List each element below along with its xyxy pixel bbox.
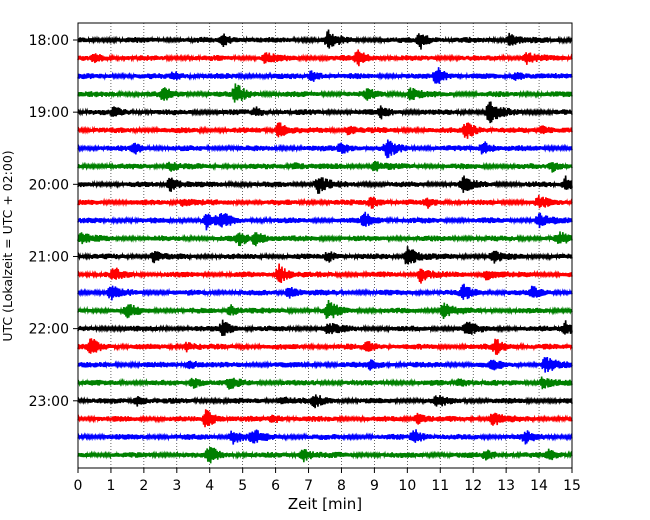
trace-20:00 [77,175,573,194]
x-tick-label-8: 8 [337,478,346,494]
trace-18:00 [77,29,573,50]
traces [77,29,573,464]
y-tick-label-20:00: 20:00 [29,177,69,193]
trace-21:15 [77,263,573,284]
y-tick-label-18:00: 18:00 [29,33,69,49]
trace-22:15 [77,338,573,355]
trace-20:45 [77,231,573,247]
trace-21:00 [77,246,573,265]
trace-22:45 [77,376,573,390]
trace-20:30 [77,211,573,231]
x-tick-label-15: 15 [563,478,581,494]
trace-18:45 [77,83,573,103]
x-axis-label: Zeit [min] [288,495,362,513]
x-tick-label-13: 13 [497,478,515,494]
grid-lines [110,23,540,468]
x-tick-label-9: 9 [370,478,379,494]
x-tick-label-7: 7 [304,478,313,494]
trace-19:45 [77,160,573,173]
plot-frame [77,22,573,469]
trace-21:30 [77,283,573,301]
y-axis-ticks: 18:00 19:00 20:00 21:00 22:00 23:00 [29,33,78,410]
y-tick-label-22:00: 22:00 [29,322,69,338]
trace-18:30 [77,67,573,84]
trace-23:45 [77,446,573,464]
x-tick-label-11: 11 [431,478,449,494]
trace-19:00 [77,101,573,124]
y-tick-label-19:00: 19:00 [29,105,69,121]
trace-22:00 [77,319,573,336]
x-tick-label-0: 0 [74,478,83,494]
x-tick-label-4: 4 [205,478,214,494]
x-tick-label-1: 1 [106,478,115,494]
x-axis-ticks: 0 1 2 3 4 5 6 7 8 9 10 11 12 13 14 15 [74,468,581,494]
trace-23:30 [77,429,573,445]
trace-22:30 [77,357,573,373]
trace-23:00 [77,394,573,409]
x-tick-label-6: 6 [271,478,280,494]
trace-21:45 [77,299,573,319]
trace-20:15 [77,195,573,209]
y-tick-label-23:00: 23:00 [29,394,69,410]
trace-19:30 [77,139,573,159]
y-axis-label: UTC (Lokalzeit = UTC + 02:00) [0,150,15,341]
y-tick-label-21:00: 21:00 [29,249,69,265]
x-tick-label-5: 5 [238,478,247,494]
trace-23:15 [77,409,573,428]
x-tick-label-3: 3 [172,478,181,494]
x-tick-label-12: 12 [464,478,482,494]
x-tick-label-2: 2 [139,478,148,494]
x-tick-label-10: 10 [398,478,416,494]
trace-19:15 [77,122,573,139]
x-tick-label-14: 14 [530,478,548,494]
trace-18:15 [77,49,573,67]
